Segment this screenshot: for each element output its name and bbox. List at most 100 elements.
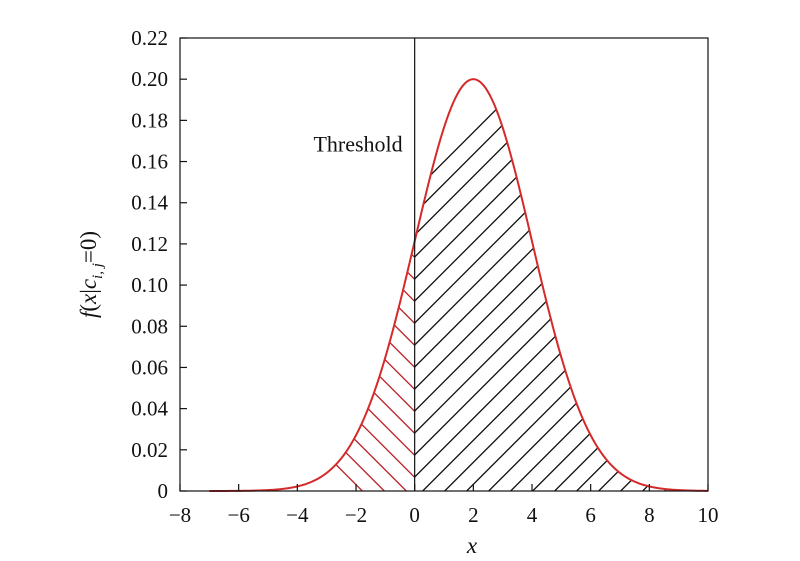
y-axis: 0 0.02 0.04 0.06 0.08 0.10 0.12 0.14 0.16 0.18 0.2…: [131, 26, 187, 503]
hatch-line: [731, 38, 800, 491]
hatch-line: [260, 241, 415, 491]
x-tick-label: 4: [527, 503, 538, 527]
x-tick-label: 2: [468, 503, 479, 527]
hatch-region-1: [414, 38, 800, 491]
hatch-line: [209, 241, 415, 491]
hatch-line: [459, 38, 800, 491]
y-title-f: f: [76, 308, 101, 318]
hatch-line: [437, 38, 800, 491]
y-tick-label: 0.04: [131, 397, 168, 421]
hatch-line: [209, 241, 415, 491]
y-tick-label: 0.08: [131, 314, 168, 338]
hatch-line: [209, 241, 385, 491]
hatch-region-0: [209, 38, 800, 491]
hatch-line: [510, 79, 708, 491]
x-tick-label: −2: [345, 503, 367, 527]
hatch-line: [642, 79, 708, 491]
hatch-line: [598, 79, 708, 491]
hatch-line: [709, 38, 800, 491]
y-tick-label: 0.02: [131, 438, 168, 462]
y-title-x: x: [76, 293, 101, 305]
hatch-line: [554, 79, 708, 491]
y-title-tail: =0): [76, 231, 101, 263]
x-axis: −8 −6 −4 −2 0 2 4 6 8 10: [169, 484, 719, 527]
hatch-line: [209, 241, 415, 491]
y-tick-label: 0.10: [131, 273, 168, 297]
hatch-line: [657, 38, 800, 491]
hatch-line: [392, 241, 415, 491]
hatch-line: [569, 38, 800, 491]
hatch-line: [414, 79, 708, 491]
hatch-line: [422, 79, 708, 491]
y-tick-label: 0.20: [131, 67, 168, 91]
hatch-line: [414, 79, 701, 491]
hatch-line: [576, 79, 708, 491]
hatch-line: [481, 38, 800, 491]
hatch-line: [414, 79, 569, 491]
x-axis-title: x: [466, 533, 478, 558]
hatch-line: [216, 241, 415, 491]
hatch-line: [679, 38, 800, 491]
hatch-line: [686, 79, 708, 491]
hatch-line: [488, 79, 708, 491]
hatch-layer: [209, 38, 800, 491]
hatch-line: [209, 241, 415, 491]
hatch-line: [209, 241, 415, 491]
hatch-line: [701, 38, 800, 491]
hatch-line: [444, 79, 708, 491]
y-axis-title: f(x|ci, j=0): [76, 231, 106, 318]
y-tick-label: 0.06: [131, 355, 168, 379]
hatch-line: [304, 241, 415, 491]
hatch-line: [414, 79, 708, 491]
hatch-line: [414, 79, 635, 491]
y-tick-label: 0.18: [131, 108, 168, 132]
hatch-line: [414, 79, 613, 491]
y-tick-label: 0: [158, 479, 169, 503]
hatch-line: [414, 79, 708, 491]
hatch-line: [664, 79, 708, 491]
y-tick-label: 0.22: [131, 26, 168, 50]
hatch-line: [503, 38, 800, 491]
hatch-line: [238, 241, 415, 491]
hatch-line: [209, 241, 415, 491]
x-tick-label: −6: [227, 503, 249, 527]
x-tick-label: −4: [286, 503, 309, 527]
hatch-line: [591, 38, 800, 491]
x-tick-label: 6: [585, 503, 596, 527]
x-tick-label: −8: [169, 503, 191, 527]
hatch-line: [209, 241, 415, 491]
hatch-line: [414, 79, 657, 491]
hatch-line: [753, 38, 800, 491]
x-tick-label: 0: [409, 503, 420, 527]
hatch-line: [209, 241, 415, 491]
hatch-line: [282, 241, 415, 491]
y-tick-label: 0.12: [131, 232, 168, 256]
hatch-line: [532, 79, 708, 491]
hatch-line: [414, 79, 591, 491]
y-title-bar: |: [76, 289, 101, 294]
hatch-line: [635, 38, 800, 491]
hatch-line: [326, 241, 415, 491]
hatch-line: [613, 38, 800, 491]
y-title-open: (: [76, 304, 101, 312]
hatch-line: [209, 241, 415, 491]
y-title-subscript: i, j: [90, 263, 106, 279]
hatch-line: [209, 241, 407, 491]
y-tick-label: 0.14: [131, 191, 168, 215]
hatch-line: [348, 241, 415, 491]
hatch-line: [414, 79, 708, 491]
y-title-c: c: [76, 279, 101, 289]
plot-frame: [179, 37, 709, 492]
hatch-line: [525, 38, 800, 491]
hatch-line: [620, 79, 708, 491]
x-tick-label: 10: [698, 503, 719, 527]
threshold-label: Threshold: [313, 131, 402, 156]
y-tick-label: 0.16: [131, 150, 168, 174]
x-tick-label: 8: [644, 503, 655, 527]
hatch-line: [414, 79, 708, 491]
hatch-line: [209, 241, 363, 491]
hatch-line: [209, 241, 415, 491]
density-curve: [209, 78, 709, 492]
hatch-line: [209, 241, 415, 491]
